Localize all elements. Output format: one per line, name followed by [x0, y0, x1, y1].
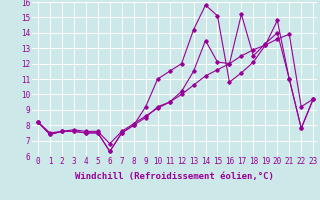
X-axis label: Windchill (Refroidissement éolien,°C): Windchill (Refroidissement éolien,°C)	[75, 172, 274, 181]
